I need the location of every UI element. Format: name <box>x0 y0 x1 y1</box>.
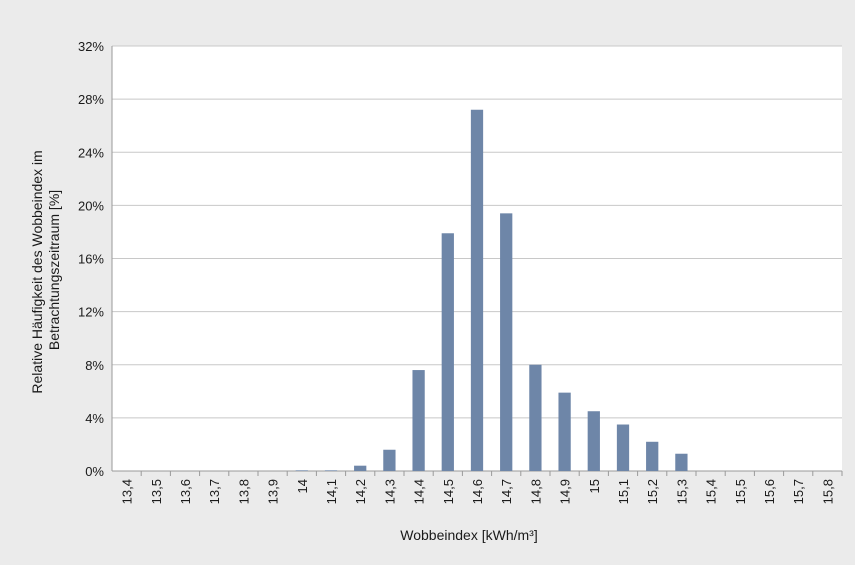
x-tick-label: 15,6 <box>762 479 777 504</box>
bars <box>295 109 688 471</box>
x-tick-label: 15,3 <box>674 479 689 504</box>
x-tick-label: 13,4 <box>120 479 135 504</box>
y-axis-label-line-2: Betrachtungszeitraum [%] <box>46 190 62 350</box>
x-tick-label: 15,1 <box>616 479 631 504</box>
y-tick-label: 20% <box>78 198 104 213</box>
x-tick-label: 15,5 <box>733 479 748 504</box>
y-tick-label: 28% <box>78 92 104 107</box>
x-tick-label: 15,2 <box>645 479 660 504</box>
x-tick-label: 14,2 <box>353 479 368 504</box>
x-tick-labels: 13,4 13,5 13,6 13,7 13,8 13,9 14 14,1 14,2 14,3 14… <box>120 479 836 504</box>
bar <box>441 233 454 471</box>
x-tick-label: 14,3 <box>382 479 397 504</box>
y-tick-label: 24% <box>78 145 104 160</box>
y-axis-label-line-1: Relative Häufigkeit des Wobbeindex im <box>29 150 45 393</box>
bar <box>587 411 600 471</box>
x-tick-label: 13,7 <box>207 479 222 504</box>
bar <box>616 424 630 471</box>
x-tick-label: 13,9 <box>266 479 281 504</box>
x-axis-label: Wobbeindex [kWh/m³] <box>400 527 537 543</box>
y-axis-label: Relative Häufigkeit des Wobbeindex im Be… <box>29 146 62 393</box>
x-tick-label: 14,6 <box>470 479 485 504</box>
bar <box>412 370 425 471</box>
x-tick-label: 15,8 <box>820 479 835 504</box>
y-tick-label: 12% <box>78 305 104 320</box>
x-tick-label: 13,8 <box>236 479 251 504</box>
bar <box>646 441 659 471</box>
x-tick-label: 15,4 <box>704 479 719 504</box>
x-tick-label: 15 <box>587 479 602 493</box>
x-tick-label: 13,6 <box>178 479 193 504</box>
bar <box>675 453 688 471</box>
x-tick-label: 13,5 <box>149 479 164 504</box>
y-tick-label: 16% <box>78 252 104 267</box>
x-tick-label: 14 <box>295 479 310 493</box>
x-tick-label: 15,7 <box>791 479 806 504</box>
bar <box>558 392 571 471</box>
bar <box>295 470 308 471</box>
y-tick-label: 4% <box>85 411 104 426</box>
x-tick-label: 14,4 <box>412 479 427 504</box>
y-tick-label: 32% <box>78 39 104 54</box>
x-tick-label: 14,1 <box>324 479 339 504</box>
x-tick-label: 14,5 <box>441 479 456 504</box>
y-tick-label: 8% <box>85 358 104 373</box>
x-tick-label: 14,7 <box>499 479 514 504</box>
bar <box>529 364 542 471</box>
bar <box>500 213 513 471</box>
x-tick-label: 14,9 <box>558 479 573 504</box>
bar <box>354 465 367 471</box>
bar <box>383 449 396 471</box>
bar <box>324 470 338 471</box>
bar <box>470 109 484 471</box>
x-tick-label: 14,8 <box>528 479 543 504</box>
y-tick-label: 0% <box>85 464 104 479</box>
y-tick-labels: 0% 4% 8% 12% 16% 20% 24% 28% 32% <box>78 39 104 479</box>
